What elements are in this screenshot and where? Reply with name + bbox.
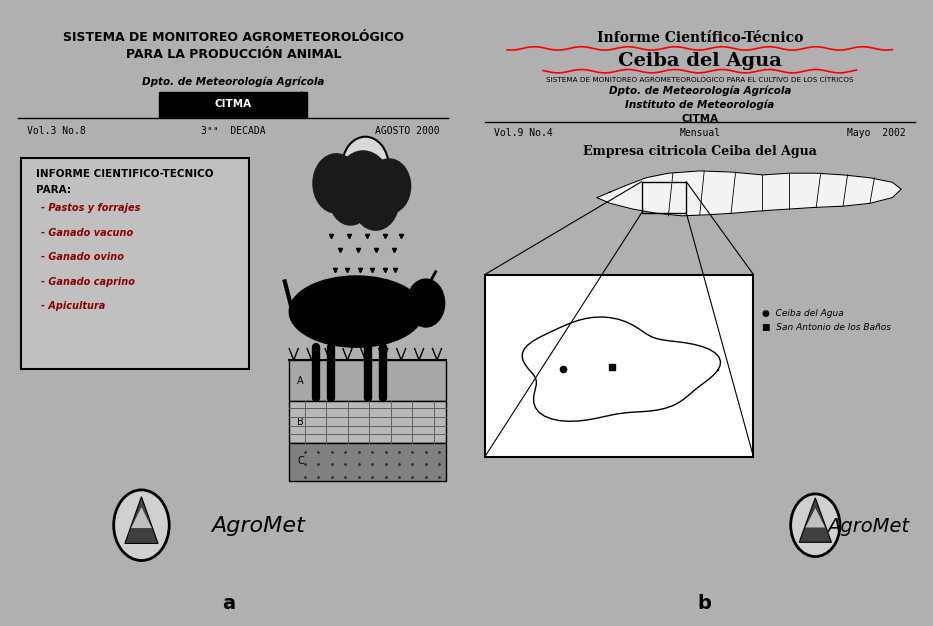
Text: Dpto. de Meteorología Agrícola: Dpto. de Meteorología Agrícola — [142, 76, 325, 87]
Text: Empresa citricola Ceiba del Agua: Empresa citricola Ceiba del Agua — [583, 145, 816, 158]
Text: - Ganado caprino: - Ganado caprino — [41, 277, 134, 287]
Polygon shape — [597, 171, 901, 216]
Text: Instituto de Meteorología: Instituto de Meteorología — [159, 91, 308, 101]
Circle shape — [353, 171, 399, 230]
Text: SISTEMA DE MONITOREO AGROMETEOROLÓGICO PARA EL CULTIVO DE LOS CÍTRICOS: SISTEMA DE MONITOREO AGROMETEOROLÓGICO P… — [546, 76, 854, 83]
Bar — [289, 401, 446, 443]
Bar — [289, 443, 446, 481]
Text: PARA LA PRODUCCIÓN ANIMAL: PARA LA PRODUCCIÓN ANIMAL — [126, 48, 341, 61]
FancyBboxPatch shape — [21, 158, 249, 369]
Text: a: a — [222, 595, 235, 613]
Bar — [642, 182, 687, 213]
Text: CITMA: CITMA — [681, 114, 718, 124]
FancyBboxPatch shape — [160, 92, 307, 117]
Text: - Apicultura: - Apicultura — [41, 301, 105, 311]
Text: Vol.9 No.4: Vol.9 No.4 — [494, 128, 552, 138]
Text: SISTEMA DE MONITOREO AGROMETEOROLÓGICO: SISTEMA DE MONITOREO AGROMETEOROLÓGICO — [63, 31, 404, 44]
Polygon shape — [403, 289, 418, 319]
Text: - Ganado ovino: - Ganado ovino — [41, 252, 124, 262]
Bar — [485, 275, 754, 457]
Text: - Pastos y forrajes: - Pastos y forrajes — [41, 203, 140, 213]
Text: Mensual: Mensual — [679, 128, 720, 138]
Text: CITMA: CITMA — [215, 100, 252, 109]
Text: AgroMet: AgroMet — [827, 517, 909, 536]
Text: Mayo  2002: Mayo 2002 — [847, 128, 906, 138]
Text: ■  San Antonio de los Baños: ■ San Antonio de los Baños — [762, 323, 891, 332]
Circle shape — [313, 154, 359, 213]
Text: Dpto. de Meteorología Agrícola: Dpto. de Meteorología Agrícola — [608, 85, 791, 96]
Text: ●  Ceiba del Agua: ● Ceiba del Agua — [762, 309, 844, 318]
Text: AGOSTO 2000: AGOSTO 2000 — [375, 126, 439, 136]
Polygon shape — [805, 508, 825, 528]
Ellipse shape — [289, 276, 424, 347]
Text: C: C — [298, 456, 304, 466]
Circle shape — [790, 494, 840, 557]
Text: INFORME CIENTIFICO-TECNICO: INFORME CIENTIFICO-TECNICO — [36, 169, 214, 179]
Text: AgroMet: AgroMet — [211, 516, 305, 536]
Circle shape — [114, 490, 169, 560]
Text: Vol.3 No.8: Vol.3 No.8 — [27, 126, 86, 136]
Text: Instituto de Meteorología: Instituto de Meteorología — [625, 100, 774, 110]
Polygon shape — [125, 497, 158, 543]
Text: b: b — [698, 595, 711, 613]
Text: B: B — [298, 417, 304, 427]
Text: Informe Científico-Técnico: Informe Científico-Técnico — [596, 31, 803, 44]
Circle shape — [329, 170, 372, 225]
Text: - Ganado vacuno: - Ganado vacuno — [41, 228, 132, 238]
Polygon shape — [132, 507, 152, 528]
Circle shape — [335, 151, 391, 222]
Polygon shape — [800, 498, 831, 542]
Circle shape — [342, 136, 389, 196]
Text: Ceiba del Agua: Ceiba del Agua — [618, 53, 782, 70]
Circle shape — [407, 279, 445, 327]
Bar — [289, 360, 446, 401]
Text: A: A — [298, 376, 304, 386]
Text: 3ᵃᵃ  DECADA: 3ᵃᵃ DECADA — [201, 126, 266, 136]
Circle shape — [368, 159, 411, 213]
Text: PARA:: PARA: — [36, 185, 71, 195]
